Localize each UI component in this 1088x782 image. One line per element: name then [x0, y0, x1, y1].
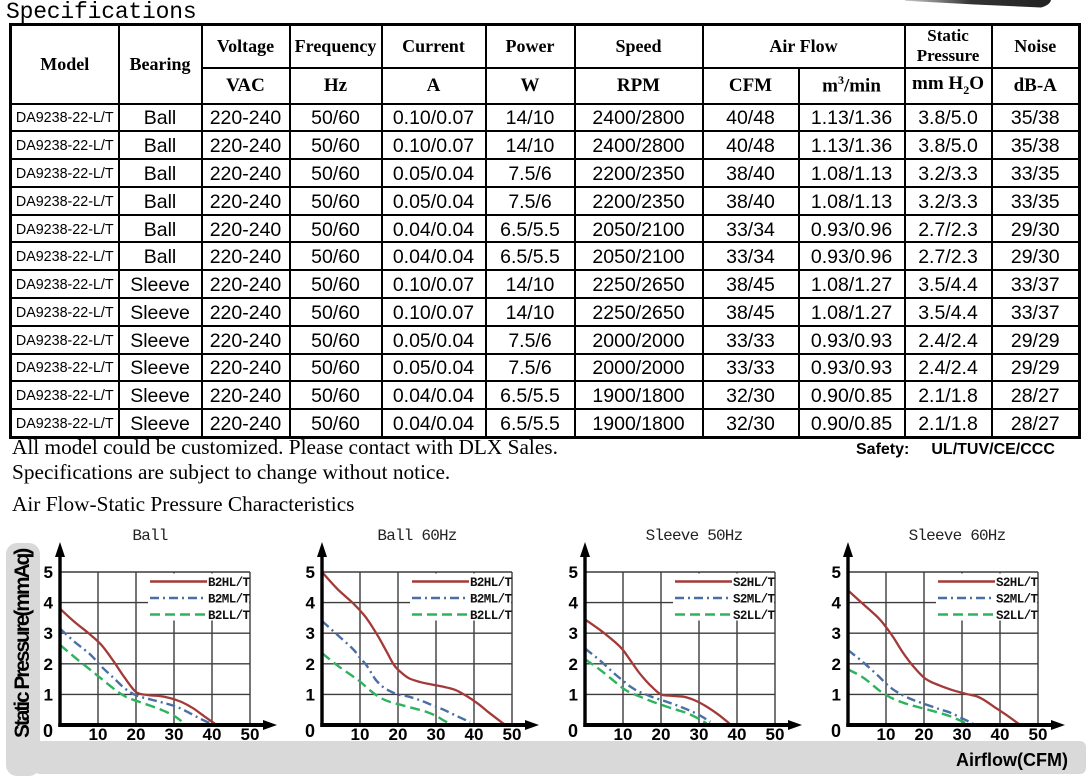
svg-text:Sleeve 50Hz: Sleeve 50Hz: [646, 527, 743, 545]
svg-text:10: 10: [351, 725, 370, 744]
svg-text:50: 50: [766, 725, 785, 744]
svg-text:1: 1: [569, 685, 578, 704]
svg-text:50: 50: [241, 725, 260, 744]
svg-text:S2LL/T: S2LL/T: [996, 609, 1039, 623]
svg-text:5: 5: [832, 563, 841, 582]
svg-text:S2ML/T: S2ML/T: [733, 593, 776, 607]
svg-text:40: 40: [203, 725, 222, 744]
svg-text:2: 2: [832, 655, 841, 674]
svg-text:4: 4: [832, 594, 842, 613]
svg-text:3: 3: [832, 624, 841, 643]
svg-text:30: 30: [165, 725, 184, 744]
svg-text:30: 30: [690, 725, 709, 744]
svg-text:20: 20: [652, 725, 671, 744]
svg-text:0: 0: [831, 721, 841, 741]
svg-text:B2LL/T: B2LL/T: [208, 609, 251, 623]
svg-text:40: 40: [991, 725, 1010, 744]
svg-text:1: 1: [306, 685, 315, 704]
svg-text:3: 3: [44, 624, 53, 643]
svg-text:3: 3: [569, 624, 578, 643]
svg-text:0: 0: [568, 721, 578, 741]
svg-text:10: 10: [614, 725, 633, 744]
svg-text:B2LL/T: B2LL/T: [470, 609, 513, 623]
svg-text:Ball: Ball: [132, 527, 167, 545]
svg-text:Airflow(CFM): Airflow(CFM): [956, 750, 1068, 770]
svg-text:30: 30: [427, 725, 446, 744]
svg-text:5: 5: [569, 563, 578, 582]
svg-text:S2LL/T: S2LL/T: [733, 609, 776, 623]
svg-text:40: 40: [728, 725, 747, 744]
svg-text:B2ML/T: B2ML/T: [470, 593, 513, 607]
svg-text:50: 50: [503, 725, 522, 744]
svg-text:5: 5: [44, 563, 53, 582]
svg-text:S2HL/T: S2HL/T: [996, 576, 1039, 590]
svg-text:4: 4: [569, 594, 579, 613]
svg-text:4: 4: [44, 594, 54, 613]
svg-text:2: 2: [569, 655, 578, 674]
svg-text:B2ML/T: B2ML/T: [208, 593, 251, 607]
svg-text:4: 4: [306, 594, 316, 613]
svg-text:0: 0: [305, 721, 315, 741]
svg-text:50: 50: [1029, 725, 1048, 744]
svg-text:S2ML/T: S2ML/T: [996, 593, 1039, 607]
svg-text:0: 0: [43, 721, 53, 741]
svg-text:B2HL/T: B2HL/T: [470, 576, 513, 590]
svg-text:2: 2: [306, 655, 315, 674]
svg-text:Ball 60Hz: Ball 60Hz: [377, 527, 456, 545]
svg-text:S2HL/T: S2HL/T: [733, 576, 776, 590]
svg-text:30: 30: [953, 725, 972, 744]
svg-text:10: 10: [89, 725, 108, 744]
svg-text:B2HL/T: B2HL/T: [208, 576, 251, 590]
svg-text:1: 1: [832, 685, 841, 704]
svg-text:40: 40: [465, 725, 484, 744]
svg-text:Sleeve 60Hz: Sleeve 60Hz: [909, 527, 1006, 545]
svg-text:10: 10: [877, 725, 896, 744]
svg-text:5: 5: [306, 563, 315, 582]
svg-text:20: 20: [127, 725, 146, 744]
svg-text:2: 2: [44, 655, 53, 674]
svg-text:20: 20: [915, 725, 934, 744]
svg-text:20: 20: [389, 725, 408, 744]
svg-text:1: 1: [44, 685, 53, 704]
svg-text:3: 3: [306, 624, 315, 643]
